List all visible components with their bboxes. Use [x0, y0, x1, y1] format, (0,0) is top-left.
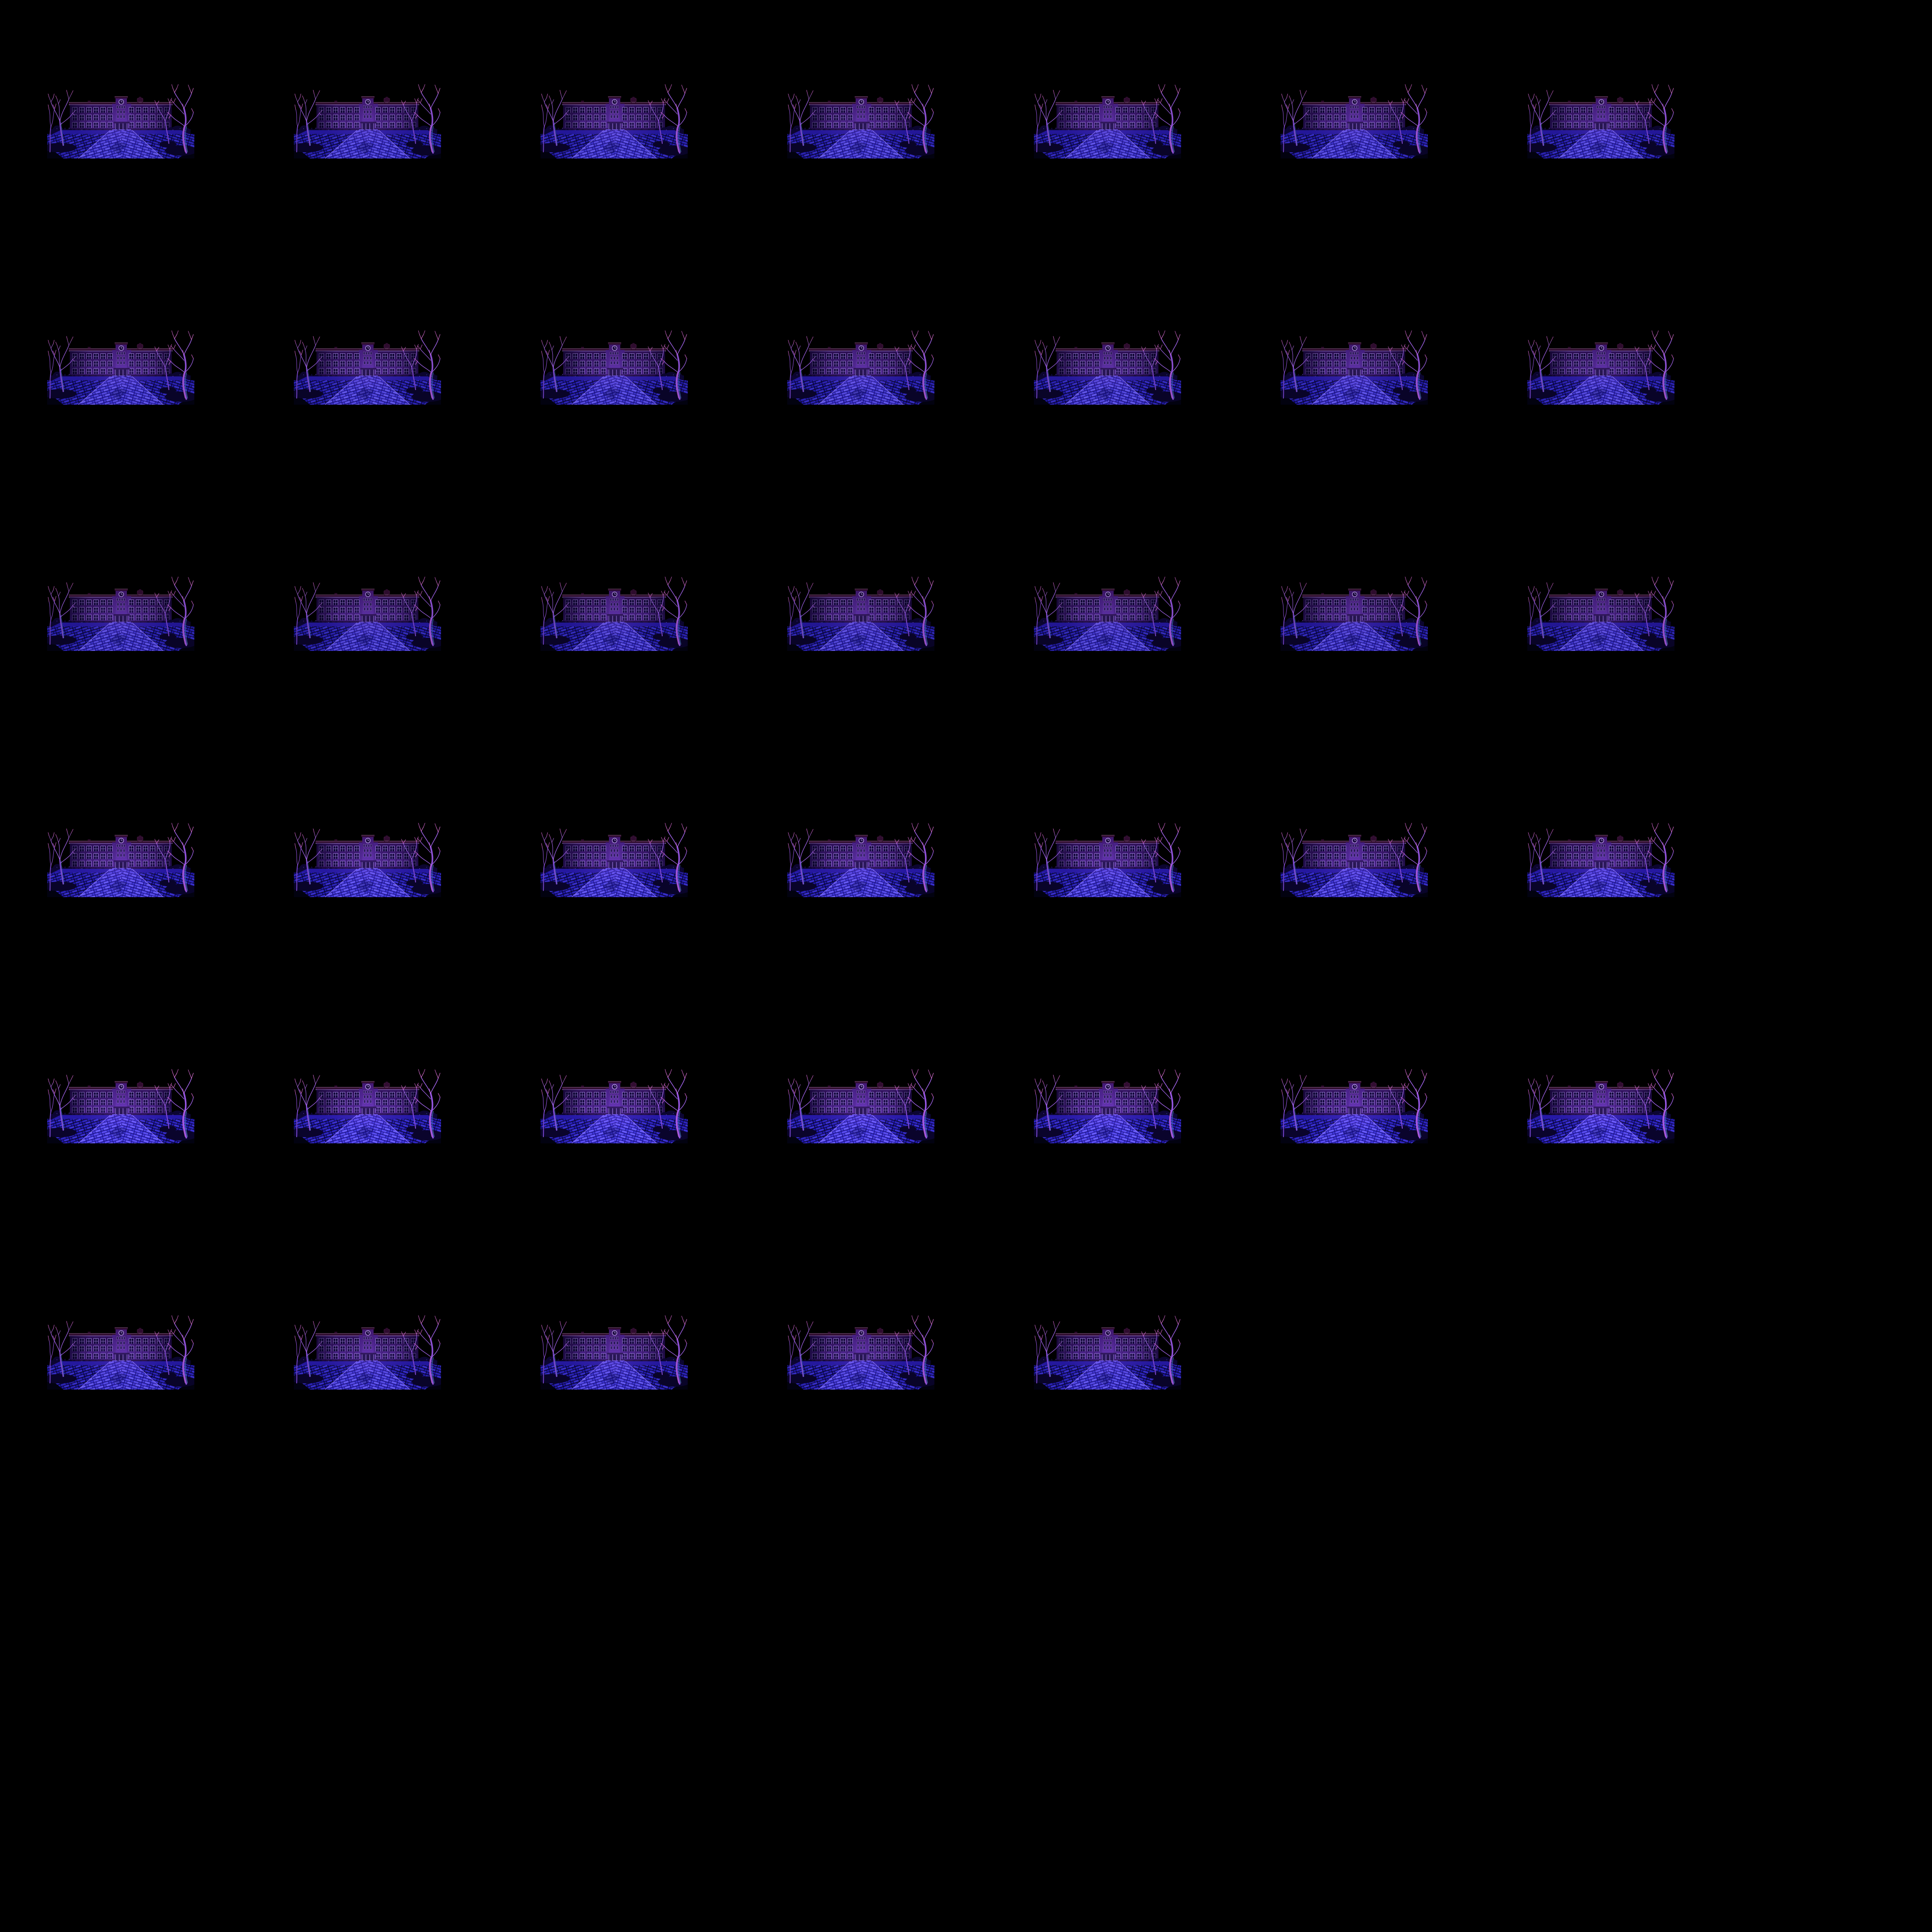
- school-night-scene: [541, 81, 688, 158]
- animation-frame-33: [1034, 1066, 1181, 1143]
- school-night-scene: [47, 1312, 194, 1390]
- school-night-scene: [1034, 1066, 1181, 1143]
- school-night-scene: [1527, 327, 1674, 405]
- animation-frame-40: [1034, 1312, 1181, 1390]
- school-night-scene: [1034, 81, 1181, 158]
- animation-frame-21: [1527, 574, 1674, 651]
- school-night-scene: [787, 327, 934, 405]
- animation-frame-19: [1034, 574, 1181, 651]
- school-night-scene: [47, 81, 194, 158]
- school-night-scene: [294, 574, 441, 651]
- school-night-scene: [294, 81, 441, 158]
- animation-frame-26: [1034, 820, 1181, 897]
- animation-frame-15: [47, 574, 194, 651]
- school-night-scene: [294, 327, 441, 405]
- animation-frame-29: [47, 1066, 194, 1143]
- school-night-scene: [1281, 820, 1428, 897]
- school-night-scene: [1281, 1066, 1428, 1143]
- school-night-scene: [1281, 81, 1428, 158]
- school-night-scene: [47, 820, 194, 897]
- animation-frame-5: [1034, 81, 1181, 158]
- school-night-scene: [787, 1312, 934, 1390]
- school-night-scene: [47, 1066, 194, 1143]
- animation-frame-12: [1034, 327, 1181, 405]
- school-night-scene: [787, 820, 934, 897]
- animation-frame-34: [1281, 1066, 1428, 1143]
- animation-frame-6: [1281, 81, 1428, 158]
- school-night-scene: [1034, 1312, 1181, 1390]
- animation-frame-3: [541, 81, 688, 158]
- animation-frame-17: [541, 574, 688, 651]
- animation-frame-10: [541, 327, 688, 405]
- animation-frame-1: [47, 81, 194, 158]
- school-night-scene: [541, 574, 688, 651]
- school-night-scene: [47, 327, 194, 405]
- animation-frame-23: [294, 820, 441, 897]
- school-night-scene: [1527, 1066, 1674, 1143]
- school-night-scene: [1034, 574, 1181, 651]
- animation-frame-2: [294, 81, 441, 158]
- animation-frame-20: [1281, 574, 1428, 651]
- animation-frame-24: [541, 820, 688, 897]
- school-night-scene: [1281, 327, 1428, 405]
- animation-frame-38: [541, 1312, 688, 1390]
- school-night-scene: [1034, 327, 1181, 405]
- school-night-scene: [294, 820, 441, 897]
- animation-frame-27: [1281, 820, 1428, 897]
- school-night-scene: [541, 1312, 688, 1390]
- animation-frame-37: [294, 1312, 441, 1390]
- animation-frame-22: [47, 820, 194, 897]
- school-night-scene: [1527, 81, 1674, 158]
- animation-frame-31: [541, 1066, 688, 1143]
- school-night-scene: [294, 1312, 441, 1390]
- animation-frame-13: [1281, 327, 1428, 405]
- school-night-scene: [1034, 820, 1181, 897]
- animation-frame-9: [294, 327, 441, 405]
- school-night-scene: [787, 574, 934, 651]
- school-night-scene: [541, 1066, 688, 1143]
- school-night-scene: [1527, 820, 1674, 897]
- animation-frame-30: [294, 1066, 441, 1143]
- animation-frame-36: [47, 1312, 194, 1390]
- animation-frame-11: [787, 327, 934, 405]
- animation-frame-14: [1527, 327, 1674, 405]
- animation-frame-28: [1527, 820, 1674, 897]
- animation-frame-16: [294, 574, 441, 651]
- animation-frame-32: [787, 1066, 934, 1143]
- school-night-scene: [787, 1066, 934, 1143]
- animation-frame-8: [47, 327, 194, 405]
- animation-frame-18: [787, 574, 934, 651]
- school-night-scene: [787, 81, 934, 158]
- animation-frame-39: [787, 1312, 934, 1390]
- school-night-scene: [1281, 574, 1428, 651]
- animation-frame-4: [787, 81, 934, 158]
- school-night-scene: [294, 1066, 441, 1143]
- animation-frame-25: [787, 820, 934, 897]
- animation-frame-7: [1527, 81, 1674, 158]
- school-night-scene: [1527, 574, 1674, 651]
- school-night-scene: [47, 574, 194, 651]
- school-night-scene: [541, 820, 688, 897]
- animation-frame-35: [1527, 1066, 1674, 1143]
- school-night-scene: [541, 327, 688, 405]
